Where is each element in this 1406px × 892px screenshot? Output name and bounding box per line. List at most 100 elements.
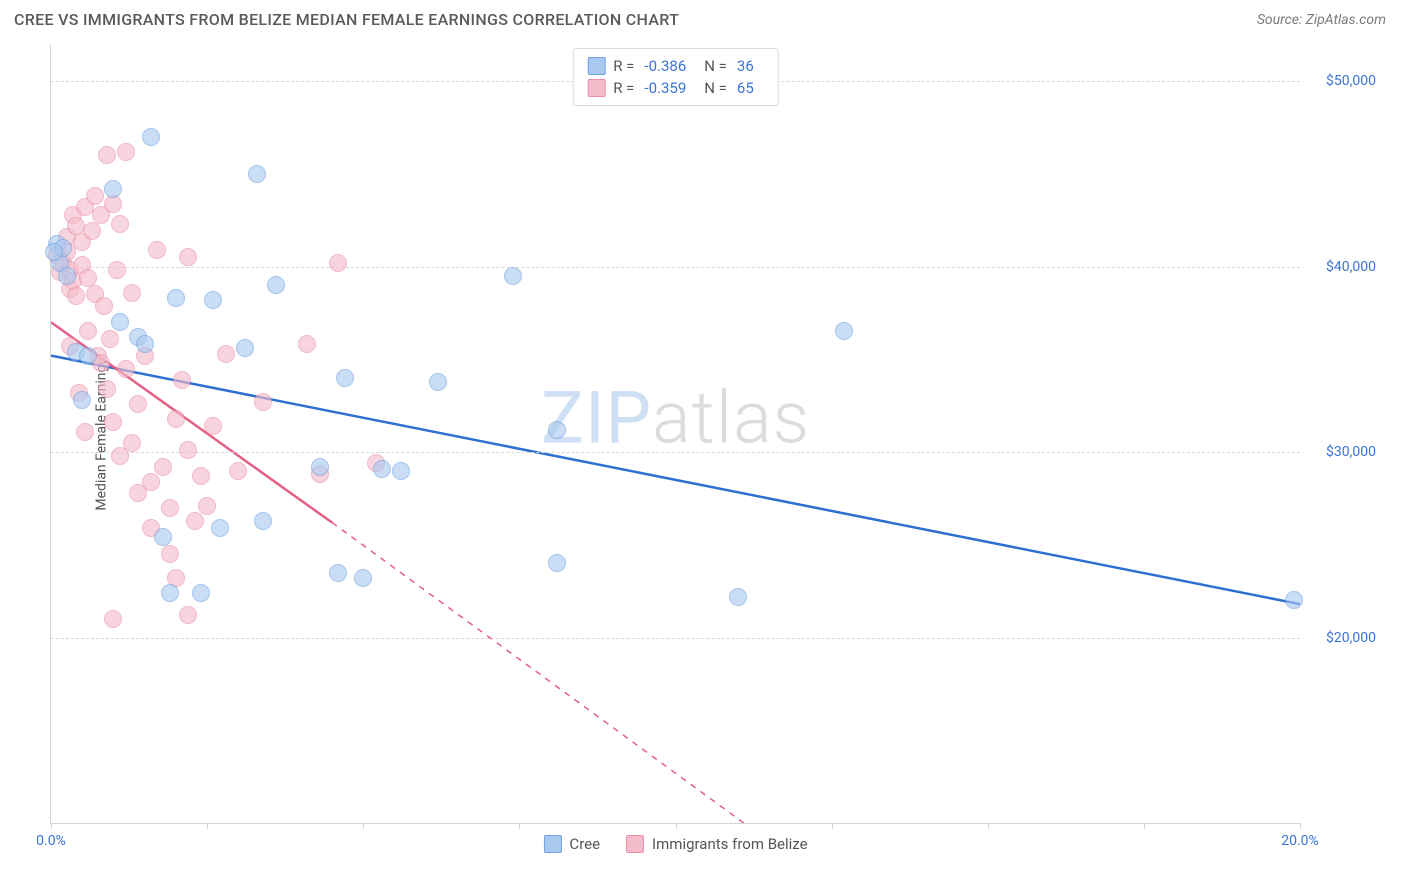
watermark: ZIPatlas [541,375,810,460]
data-point [117,143,135,161]
stat-r-belize: -0.359 [644,79,686,97]
data-point [254,393,272,411]
stat-label-n: N = [704,57,727,75]
data-point [548,554,566,572]
x-tick [676,823,677,829]
stat-r-cree: -0.386 [644,57,686,75]
data-point [79,269,97,287]
data-point [129,395,147,413]
data-point [373,460,391,478]
x-tick-label: 0.0% [36,833,66,849]
data-point [267,276,285,294]
data-point [73,391,91,409]
data-point [835,322,853,340]
data-point [98,380,116,398]
watermark-part2: atlas [652,375,810,460]
data-point [86,187,104,205]
data-point [111,313,129,331]
data-point [117,360,135,378]
y-tick-label: $40,000 [1326,259,1376,275]
x-tick [1300,823,1301,829]
data-point [104,610,122,628]
data-point [173,371,191,389]
data-point [192,584,210,602]
x-tick [363,823,364,829]
data-point [58,267,76,285]
stat-n-belize: 65 [737,79,754,97]
source-attribution: Source: ZipAtlas.com [1257,12,1386,28]
data-point [179,248,197,266]
data-point [123,284,141,302]
data-point [123,434,141,452]
x-tick [51,823,52,829]
data-point [101,330,119,348]
data-point [248,165,266,183]
gridline [51,452,1300,453]
data-point [148,241,166,259]
x-tick-label: 20.0% [1281,833,1319,849]
data-point [136,335,154,353]
data-point [548,421,566,439]
legend-swatch-belize [626,835,644,853]
stat-label-r: R = [613,79,634,97]
data-point [392,462,410,480]
data-point [204,417,222,435]
x-tick [519,823,520,829]
data-point [729,588,747,606]
data-point [204,291,222,309]
x-tick [832,823,833,829]
series-legend-cree: Cree [543,835,600,853]
data-point [79,347,97,365]
y-tick-label: $20,000 [1326,630,1376,646]
data-point [229,462,247,480]
data-point [179,606,197,624]
series-label-cree: Cree [569,835,600,853]
stat-n-cree: 36 [737,57,754,75]
data-point [161,545,179,563]
data-point [211,519,229,537]
correlation-legend-row-1: R = -0.386 N = 36 [587,55,764,77]
data-point [161,584,179,602]
data-point [254,512,272,530]
data-point [79,322,97,340]
data-point [236,339,254,357]
data-point [98,146,116,164]
data-point [161,499,179,517]
legend-swatch-cree [587,57,605,75]
data-point [1285,591,1303,609]
data-point [329,564,347,582]
series-legend: Cree Immigrants from Belize [543,835,807,853]
y-tick-label: $30,000 [1326,444,1376,460]
series-legend-belize: Immigrants from Belize [626,835,808,853]
data-point [298,335,316,353]
chart-container: Median Female Earnings ZIPatlas R = -0.3… [14,44,1386,860]
plot-area: Median Female Earnings ZIPatlas R = -0.3… [50,44,1300,824]
data-point [154,528,172,546]
data-point [429,373,447,391]
data-point [167,410,185,428]
stat-label-n: N = [704,79,727,97]
data-point [311,458,329,476]
data-point [504,267,522,285]
data-point [198,497,216,515]
gridline [51,267,1300,268]
gridline [51,638,1300,639]
data-point [111,215,129,233]
data-point [167,289,185,307]
trend-lines [51,44,1300,823]
data-point [45,243,63,261]
data-point [104,413,122,431]
data-point [354,569,372,587]
series-label-belize: Immigrants from Belize [652,835,808,853]
legend-swatch-belize [587,79,605,97]
data-point [217,345,235,363]
data-point [186,512,204,530]
data-point [336,369,354,387]
y-tick-label: $50,000 [1326,73,1376,89]
data-point [104,180,122,198]
stat-label-r: R = [613,57,634,75]
data-point [67,287,85,305]
data-point [154,458,172,476]
legend-swatch-cree [543,835,561,853]
data-point [142,128,160,146]
